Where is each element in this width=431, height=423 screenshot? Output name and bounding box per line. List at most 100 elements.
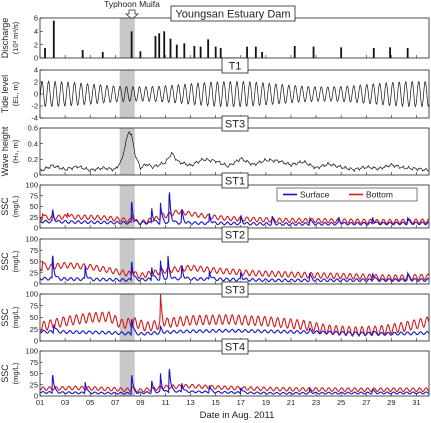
panel-title-box — [221, 281, 249, 298]
discharge-bar — [44, 48, 46, 58]
discharge-bar — [207, 39, 210, 58]
panel-title-box — [170, 5, 296, 22]
discharge-bar — [293, 46, 296, 58]
ssc-bottom-line — [39, 209, 430, 226]
y-tick-label: 0 — [34, 224, 38, 233]
legend-label: Bottom — [366, 190, 393, 200]
panel-title-box — [221, 57, 249, 74]
panel-title-box — [221, 338, 249, 355]
y-tick-label: 75 — [30, 246, 38, 255]
panel-title: ST2 — [225, 230, 245, 242]
y-tick-label: 25 — [30, 325, 38, 334]
discharge-bar — [389, 47, 391, 58]
discharge-bar — [193, 46, 196, 58]
discharge-bar — [261, 52, 264, 58]
discharge-bar — [158, 33, 161, 58]
y-tick-label: 4 — [34, 66, 38, 75]
y-tick-label: 6 — [34, 14, 38, 23]
ssc-surface-line — [39, 369, 430, 395]
panel-5: 0 25 50 75 100 SSC (mg/L) ST2 — [0, 226, 430, 289]
y-tick-label: 0.4 — [28, 139, 38, 148]
typhoon-shading — [119, 70, 135, 118]
y-axis-label: SSC — [0, 308, 10, 327]
y-tick-label: 25 — [30, 380, 38, 389]
y-axis-label: SSC — [0, 364, 10, 383]
y-tick-label: 50 — [30, 369, 38, 378]
y-axis-unit-label: (EL, m) — [11, 81, 20, 106]
discharge-bar — [214, 46, 217, 58]
panel-title: ST4 — [225, 342, 245, 354]
y-tick-label: 0 — [34, 280, 38, 289]
discharge-bar — [312, 46, 315, 58]
y-tick-label: 50 — [30, 313, 38, 322]
y-axis-unit-label: (mg/L) — [11, 250, 20, 272]
panel-title-box — [221, 115, 249, 132]
ssc-bottom-line — [39, 383, 430, 393]
y-tick-label: 4 — [34, 27, 38, 36]
panel-frame — [39, 350, 430, 397]
panel-title: ST3 — [225, 119, 245, 131]
discharge-bar — [175, 44, 178, 58]
legend-box — [276, 187, 418, 202]
y-axis-label: SSC — [0, 252, 10, 271]
panel-title-box — [221, 226, 249, 243]
discharge-bar — [246, 46, 248, 58]
x-tick-label: 09 — [136, 398, 144, 407]
panel-7: 0 25 50 75 100 SSC (mg/L) ST4 — [0, 338, 430, 401]
x-tick-label: 05 — [86, 398, 94, 407]
y-axis-label: Discharge — [0, 18, 10, 59]
y-tick-label: 2 — [34, 40, 38, 49]
y-tick-label: 0 — [34, 90, 38, 99]
discharge-bar — [169, 38, 172, 58]
y-tick-label: 50 — [30, 257, 38, 266]
discharge-bar — [372, 48, 375, 58]
y-tick-label: 100 — [25, 235, 38, 244]
y-tick-label: 100 — [25, 181, 38, 190]
typhoon-shading — [119, 294, 135, 341]
x-tick-label: 15 — [212, 398, 220, 407]
x-tick-label: 03 — [61, 398, 69, 407]
y-tick-label: 25 — [30, 213, 38, 222]
x-tick-label: 27 — [362, 398, 370, 407]
y-tick-label: -4 — [31, 114, 38, 123]
discharge-bar — [406, 48, 409, 58]
wave-height-line — [39, 131, 429, 173]
typhoon-arrow-icon — [125, 9, 139, 20]
y-axis-unit-label: (mg/L) — [11, 306, 20, 328]
x-tick-label: 29 — [387, 398, 395, 407]
discharge-bar — [340, 47, 343, 58]
x-tick-label: 07 — [111, 398, 119, 407]
panel-title: ST1 — [225, 176, 245, 188]
y-tick-label: 2 — [34, 78, 38, 87]
ssc-surface-line — [39, 255, 430, 283]
y-tick-label: 0.2 — [28, 155, 38, 164]
y-tick-label: 75 — [30, 301, 38, 310]
discharge-bar — [81, 50, 84, 58]
tide-line — [39, 80, 430, 108]
ssc-bottom-line — [39, 293, 430, 337]
y-tick-label: 0 — [34, 54, 38, 63]
panel-3: 0 0.2 0.4 0.6 Wave height (Hₛ, m) ST3 — [0, 115, 430, 180]
y-tick-label: 100 — [25, 347, 38, 356]
x-tick-label: 31 — [412, 398, 420, 407]
typhoon-annotation: Typhoon Muifa — [104, 0, 160, 20]
panel-frame — [39, 238, 430, 285]
panel-1: 0 2 4 6 Discharge (10³ m³/s) Youngsan Estuary … — [0, 5, 430, 63]
discharge-bar — [139, 51, 142, 58]
ssc-surface-line — [39, 192, 430, 226]
y-axis-label: SSC — [0, 197, 10, 216]
y-tick-label: 75 — [30, 191, 38, 200]
y-tick-label: 0 — [34, 337, 38, 346]
x-tick-label: 13 — [186, 398, 194, 407]
y-tick-label: 0 — [34, 171, 38, 180]
y-tick-label: 0.6 — [28, 124, 38, 133]
y-tick-label: -2 — [31, 102, 38, 111]
discharge-bar — [52, 20, 55, 59]
y-tick-label: 75 — [30, 358, 38, 367]
panel-2: -4 -2 0 2 4 Tide level (EL, m) T1 — [0, 57, 430, 123]
x-tick-label: 11 — [162, 398, 170, 407]
typhoon-label: Typhoon Muifa — [104, 0, 160, 9]
discharge-bar — [199, 46, 202, 58]
typhoon-shading — [119, 239, 135, 284]
